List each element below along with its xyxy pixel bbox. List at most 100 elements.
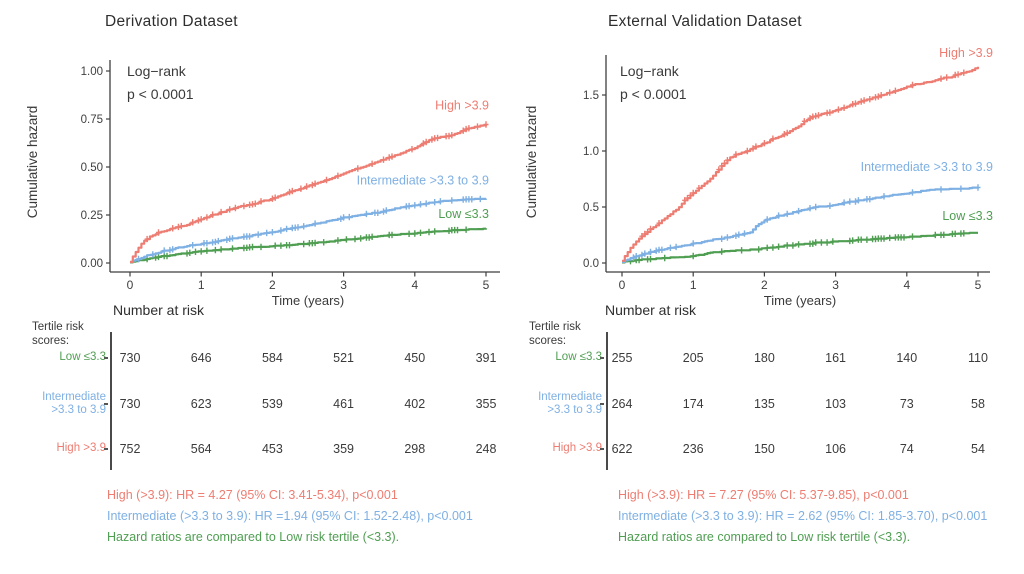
risk-count: 355 — [475, 397, 497, 411]
censor-marks-high — [639, 69, 967, 240]
risk-row-label: Intermediate >3.3 to 3.9 — [42, 391, 106, 416]
censor-marks-low — [628, 230, 967, 265]
risk-row-label: Low ≤3.3 — [555, 351, 602, 363]
censor-marks-high — [144, 121, 489, 243]
risk-row-tick — [600, 448, 604, 450]
x-tick-label: 1 — [690, 278, 697, 292]
cumulative-hazard-chart-derivation: 0.00 0.25 0.50 0.75 1.00 0 1 2 3 4 5 Time (years) Lo… — [81, 60, 500, 308]
page-title-validation: External Validation Dataset — [608, 13, 802, 30]
hr-annotation-note: Hazard ratios are compared to Low risk t… — [618, 530, 911, 544]
hr-annotation-note: Hazard ratios are compared to Low risk t… — [107, 530, 400, 544]
curve-low — [130, 227, 488, 264]
x-tick-label: 5 — [975, 278, 982, 292]
risk-count: 391 — [475, 351, 497, 365]
risk-table-axis-label: Tertile risk scores: — [529, 321, 581, 347]
risk-row-tick — [104, 448, 108, 450]
risk-table-header: Number at risk — [113, 302, 205, 318]
risk-row-label: Intermediate >3.3 to 3.9 — [538, 391, 602, 416]
risk-row-tick — [104, 357, 108, 359]
risk-count: 103 — [825, 397, 847, 411]
censor-marks-low — [144, 226, 469, 263]
cumulative-hazard-chart-validation: 0.0 0.5 1.0 1.5 0 1 2 3 4 5 Time (years) Log−rank p … — [583, 46, 993, 308]
panel-external-validation: External Validation Dataset Cumulative h… — [512, 0, 1024, 574]
logrank-label: Log−rank — [620, 63, 680, 79]
x-tick-label: 3 — [832, 278, 839, 292]
risk-row-tick — [600, 403, 604, 405]
curve-intermediate — [622, 186, 980, 263]
y-tick-label: 1.5 — [583, 90, 599, 102]
risk-count: 521 — [333, 351, 355, 365]
censor-marks-intermediate — [630, 184, 981, 261]
risk-count: 135 — [753, 397, 775, 411]
curve-label-high: High >3.9 — [939, 46, 993, 60]
x-tick-label: 0 — [127, 278, 134, 292]
risk-count: 161 — [825, 351, 847, 365]
x-tick-label: 4 — [411, 278, 418, 292]
risk-count: 150 — [753, 442, 775, 456]
risk-count: 752 — [119, 442, 141, 456]
curve-label-high: High >3.9 — [435, 98, 489, 112]
hr-annotation-intermediate: Intermediate (>3.3 to 3.9): HR =1.94 (95… — [107, 509, 473, 523]
hr-annotation-high: High (>3.9): HR = 4.27 (95% CI: 3.41-5.3… — [107, 488, 398, 502]
y-tick-label: 0.25 — [81, 210, 103, 222]
risk-row-label: Low ≤3.3 — [59, 351, 106, 363]
y-tick-label: 1.00 — [81, 66, 103, 78]
risk-count: 539 — [261, 397, 283, 411]
x-tick-label: 3 — [340, 278, 347, 292]
x-tick-label: 2 — [761, 278, 768, 292]
risk-count: 74 — [899, 442, 914, 456]
x-axis-title: Time (years) — [272, 293, 344, 308]
x-tick-label: 4 — [903, 278, 910, 292]
risk-row-label: High >3.9 — [56, 442, 106, 454]
risk-count: 646 — [190, 351, 212, 365]
risk-count: 622 — [611, 442, 633, 456]
x-tick-label: 5 — [483, 278, 490, 292]
y-tick-label: 0.75 — [81, 114, 103, 126]
risk-count: 402 — [404, 397, 426, 411]
risk-count: 140 — [896, 351, 918, 365]
risk-count: 110 — [968, 351, 988, 365]
risk-row-tick — [600, 357, 604, 359]
y-tick-label: 0.0 — [583, 258, 599, 270]
risk-count: 450 — [404, 351, 426, 365]
y-tick-label: 1.0 — [583, 146, 599, 158]
logrank-pvalue: p < 0.0001 — [620, 86, 687, 102]
risk-row-label: High >3.9 — [552, 442, 602, 454]
risk-count: 264 — [611, 397, 633, 411]
risk-count: 236 — [682, 442, 704, 456]
risk-count: 623 — [190, 397, 212, 411]
risk-row-tick — [104, 403, 108, 405]
hr-annotation-high: High (>3.9): HR = 7.27 (95% CI: 5.37-9.8… — [618, 488, 909, 502]
risk-count: 564 — [190, 442, 212, 456]
curve-label-intermediate: Intermediate >3.3 to 3.9 — [357, 173, 489, 187]
risk-count: 174 — [682, 397, 704, 411]
risk-table-axis-label: Tertile risk scores: — [32, 321, 84, 347]
curve-label-intermediate: Intermediate >3.3 to 3.9 — [861, 160, 993, 174]
risk-count: 248 — [475, 442, 497, 456]
risk-count: 730 — [119, 397, 141, 411]
risk-count: 73 — [899, 397, 914, 411]
x-tick-label: 0 — [619, 278, 626, 292]
x-tick-label: 1 — [198, 278, 205, 292]
curve-label-low: Low ≤3.3 — [438, 207, 489, 221]
risk-count: 255 — [611, 351, 633, 365]
logrank-pvalue: p < 0.0001 — [127, 86, 194, 102]
risk-table-header: Number at risk — [605, 302, 697, 318]
risk-count: 54 — [971, 442, 985, 456]
y-tick-label: 0.00 — [81, 258, 103, 270]
risk-count: 58 — [971, 397, 985, 411]
curve-label-low: Low ≤3.3 — [942, 209, 993, 223]
risk-count: 461 — [333, 397, 355, 411]
censor-marks-intermediate — [136, 195, 483, 263]
y-tick-label: 0.5 — [583, 202, 599, 214]
risk-count: 298 — [404, 442, 426, 456]
logrank-label: Log−rank — [127, 63, 187, 79]
risk-table-axis-line — [606, 332, 608, 470]
curve-high — [622, 66, 980, 262]
risk-count: 730 — [119, 351, 141, 365]
hr-annotation-intermediate: Intermediate (>3.3 to 3.9): HR = 2.62 (9… — [618, 509, 988, 523]
risk-count: 453 — [261, 442, 283, 456]
page-title-derivation: Derivation Dataset — [105, 13, 238, 30]
risk-count: 106 — [825, 442, 847, 456]
